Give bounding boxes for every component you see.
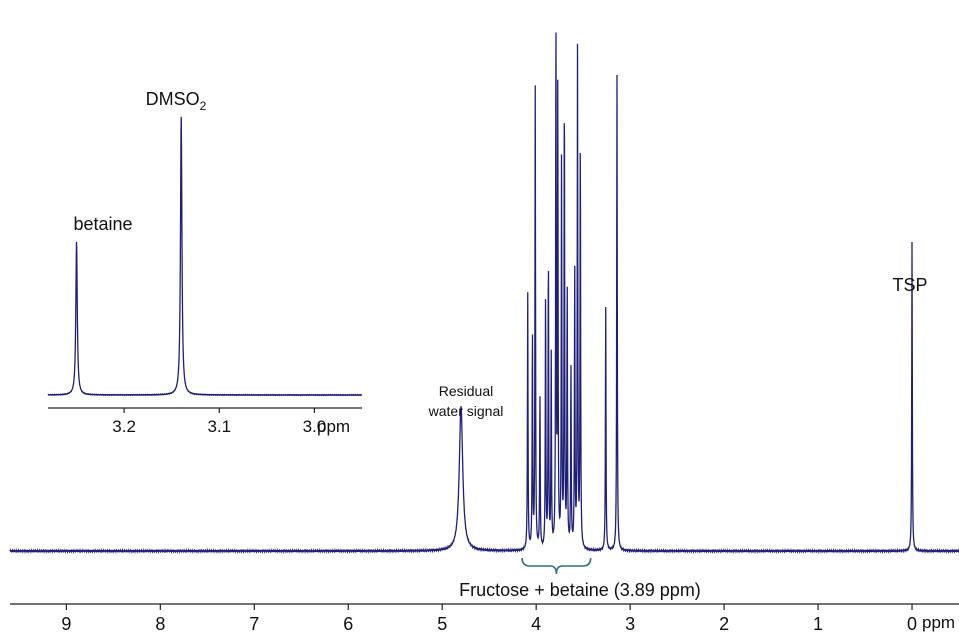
inset-x-axis-label: ppm — [317, 417, 350, 436]
main-tick-label: 4 — [531, 614, 541, 634]
main-tick-label: 8 — [155, 614, 165, 634]
water-annotation-line1: Residual — [439, 383, 493, 399]
inset-x-ticks: 3.2 3.1 3.0 — [112, 408, 326, 436]
main-tick-label: 2 — [719, 614, 729, 634]
main-tick-label: 9 — [61, 614, 71, 634]
main-tick-label: 6 — [343, 614, 353, 634]
main-spectrum-trace — [9, 32, 959, 555]
dmso2-annotation-base: DMSO — [146, 89, 200, 109]
main-x-axis-label: ppm — [922, 613, 955, 632]
inset-spectrum-trace — [47, 116, 363, 397]
main-spectrum-plot: 9 8 7 6 5 4 3 2 1 0 ppm Residual water signal Fru… — [9, 32, 959, 634]
inset-tick-label: 3.2 — [112, 417, 136, 436]
inset-spectrum-plot: 3.2 3.1 3.0 ppm betaine DMSO2 — [47, 89, 363, 436]
dmso2-annotation: DMSO2 — [146, 89, 207, 113]
inset-tick-label: 3.1 — [207, 417, 231, 436]
main-tick-label: 3 — [625, 614, 635, 634]
inset-tick-label: 3.0 — [303, 417, 327, 436]
betaine-annotation: betaine — [73, 214, 132, 234]
water-annotation-line2: water signal — [428, 403, 504, 419]
main-tick-label: 7 — [249, 614, 259, 634]
main-tick-label: 1 — [813, 614, 823, 634]
main-tick-label: 5 — [437, 614, 447, 634]
fructose-annotation: Fructose + betaine (3.89 ppm) — [459, 580, 701, 600]
dmso2-annotation-subscript: 2 — [200, 99, 207, 113]
main-tick-label: 0 — [907, 614, 917, 634]
tsp-annotation: TSP — [892, 275, 927, 295]
main-x-ticks: 9 8 7 6 5 4 3 2 1 0 — [61, 604, 917, 634]
fructose-bracket — [521, 557, 592, 575]
